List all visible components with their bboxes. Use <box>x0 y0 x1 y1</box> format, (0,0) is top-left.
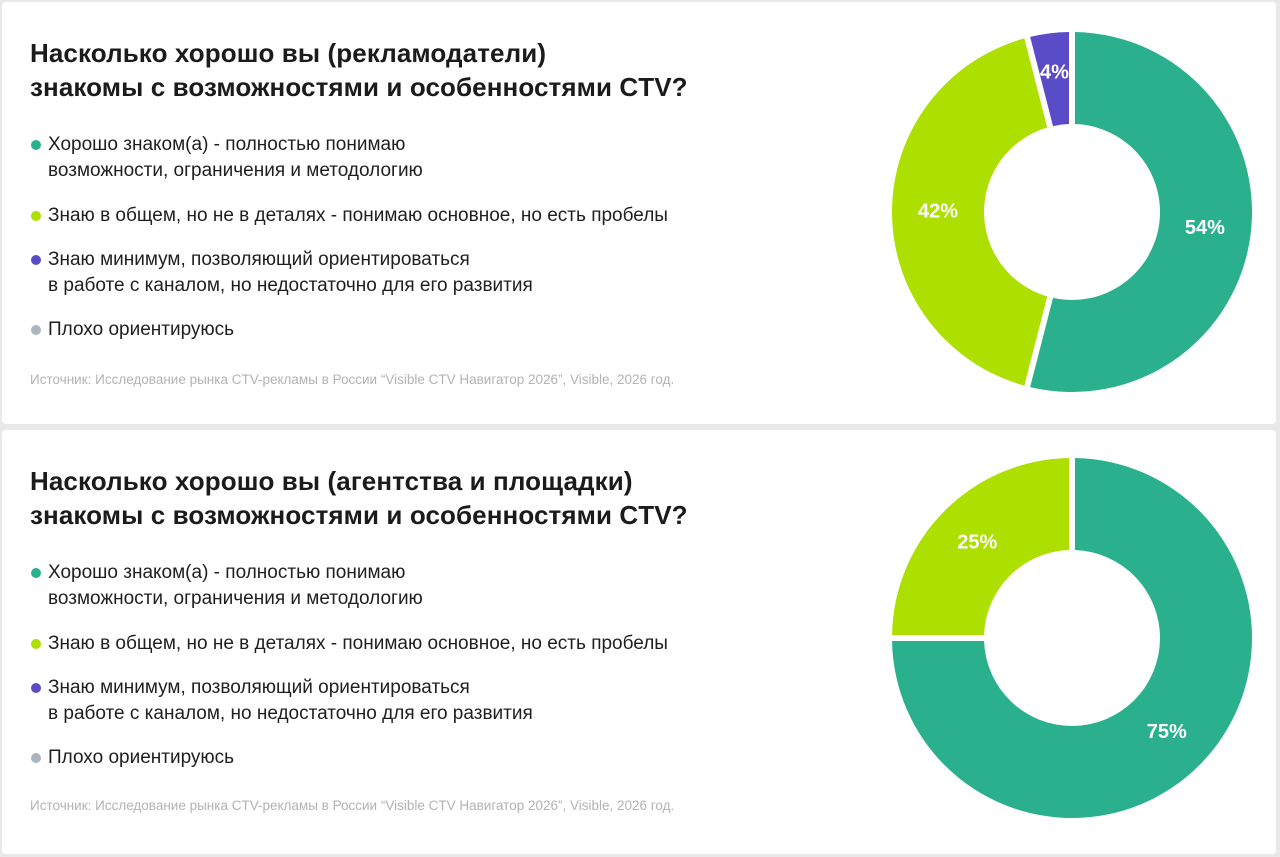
chart-title: Насколько хорошо вы (агентства и площадк… <box>30 464 688 532</box>
legend-label: Знаю минимум, позволяющий ориентироватьс… <box>48 677 470 698</box>
legend-dot-general <box>31 211 41 221</box>
legend-dot-well <box>31 140 41 150</box>
chart-panel-advertisers: Насколько хорошо вы (рекламодатели) знак… <box>2 2 1276 424</box>
donut-chart: 54% 42% 4% <box>892 32 1252 393</box>
legend-item-well: Хорошо знаком(а) - полностью понимаю воз… <box>30 560 808 612</box>
donut-label-well: 75% <box>1147 721 1187 743</box>
legend-label: в работе с каналом, но недостаточно для … <box>48 275 533 296</box>
legend-label: возможности, ограничения и методологию <box>48 160 423 181</box>
legend-label: Знаю в общем, но не в деталях - понимаю … <box>48 205 668 226</box>
donut-chart: 75% 25% <box>892 458 1252 818</box>
chart-title: Насколько хорошо вы (рекламодатели) знак… <box>30 36 688 104</box>
legend-item-poor: Плохо ориентируюсь <box>30 745 808 771</box>
chart-panel-agencies: Насколько хорошо вы (агентства и площадк… <box>2 430 1276 854</box>
legend-label: Знаю в общем, но не в деталях - понимаю … <box>48 633 668 654</box>
legend-item-well: Хорошо знаком(а) - полностью понимаю воз… <box>30 132 808 184</box>
legend-label: Плохо ориентируюсь <box>48 747 235 768</box>
legend-dot-general <box>31 639 41 649</box>
donut-label-general: 42% <box>918 200 958 222</box>
legend-dot-minimum <box>31 255 41 265</box>
legend-item-general: Знаю в общем, но не в деталях - понимаю … <box>30 203 808 229</box>
legend-item-poor: Плохо ориентируюсь <box>30 317 808 343</box>
legend-label: Хорошо знаком(а) - полностью понимаю <box>48 562 406 583</box>
donut-label-general: 25% <box>957 532 997 554</box>
donut-slice-minimum <box>1030 32 1070 127</box>
legend-label: Хорошо знаком(а) - полностью понимаю <box>48 134 406 155</box>
legend-label: в работе с каналом, но недостаточно для … <box>48 703 533 724</box>
legend-item-general: Знаю в общем, но не в деталях - понимаю … <box>30 631 808 657</box>
donut-label-minimum: 4% <box>1040 61 1069 83</box>
legend-item-minimum: Знаю минимум, позволяющий ориентироватьс… <box>30 675 808 727</box>
source-note: Источник: Исследование рынка CTV-рекламы… <box>30 798 675 813</box>
legend-label: Знаю минимум, позволяющий ориентироватьс… <box>48 249 470 270</box>
legend-item-minimum: Знаю минимум, позволяющий ориентироватьс… <box>30 247 808 299</box>
chart-title-line: Насколько хорошо вы (агентства и площадк… <box>30 466 633 496</box>
legend-dot-poor <box>31 325 41 335</box>
chart-title-line: знакомы с возможностями и особенностями … <box>30 72 688 102</box>
legend-dot-minimum <box>31 683 41 693</box>
chart-title-line: знакомы с возможностями и особенностями … <box>30 500 688 530</box>
source-note: Источник: Исследование рынка CTV-рекламы… <box>30 372 675 387</box>
legend-dot-poor <box>31 753 41 763</box>
legend-label: возможности, ограничения и методологию <box>48 588 423 609</box>
chart-title-line: Насколько хорошо вы (рекламодатели) <box>30 38 547 68</box>
donut-slice-general <box>892 38 1048 386</box>
donut-slice-well <box>892 458 1252 818</box>
donut-slice-well <box>1030 32 1252 393</box>
donut-slice-general <box>892 458 1070 636</box>
legend-label: Плохо ориентируюсь <box>48 319 235 340</box>
legend-dot-well <box>31 568 41 578</box>
donut-label-well: 54% <box>1185 217 1225 239</box>
